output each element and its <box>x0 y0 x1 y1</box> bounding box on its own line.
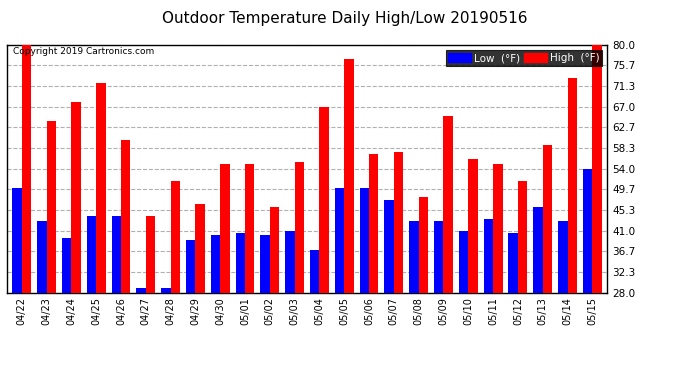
Bar <box>22 45 31 292</box>
Bar <box>12 188 22 292</box>
Bar <box>71 102 81 292</box>
Bar <box>484 219 493 292</box>
Bar <box>270 207 279 292</box>
Bar <box>369 154 379 292</box>
Bar <box>344 59 354 292</box>
Bar <box>96 83 106 292</box>
Bar <box>211 236 220 292</box>
Bar <box>583 169 592 292</box>
Bar <box>567 78 577 292</box>
Bar <box>195 204 205 292</box>
Text: Copyright 2019 Cartronics.com: Copyright 2019 Cartronics.com <box>13 48 154 57</box>
Bar <box>295 162 304 292</box>
Bar <box>137 288 146 292</box>
Bar <box>37 221 47 292</box>
Bar <box>47 121 56 292</box>
Bar <box>245 164 255 292</box>
Bar <box>87 216 96 292</box>
Bar <box>444 116 453 292</box>
Legend: Low  (°F), High  (°F): Low (°F), High (°F) <box>446 50 602 66</box>
Bar <box>161 288 170 292</box>
Bar <box>121 140 130 292</box>
Bar <box>493 164 502 292</box>
Bar <box>518 181 527 292</box>
Bar <box>384 200 394 292</box>
Bar <box>359 188 369 292</box>
Bar <box>112 216 121 292</box>
Bar <box>533 207 543 292</box>
Bar <box>592 45 602 292</box>
Bar <box>434 221 444 292</box>
Text: Outdoor Temperature Daily High/Low 20190516: Outdoor Temperature Daily High/Low 20190… <box>162 11 528 26</box>
Bar <box>409 221 419 292</box>
Bar <box>170 181 180 292</box>
Bar <box>62 238 71 292</box>
Bar <box>419 197 428 292</box>
Bar <box>310 250 319 292</box>
Bar <box>235 233 245 292</box>
Bar <box>394 152 403 292</box>
Bar <box>260 236 270 292</box>
Bar <box>459 231 469 292</box>
Bar <box>220 164 230 292</box>
Bar <box>509 233 518 292</box>
Bar <box>335 188 344 292</box>
Bar <box>543 145 552 292</box>
Bar <box>319 107 329 292</box>
Bar <box>285 231 295 292</box>
Bar <box>469 159 477 292</box>
Bar <box>186 240 195 292</box>
Bar <box>146 216 155 292</box>
Bar <box>558 221 567 292</box>
